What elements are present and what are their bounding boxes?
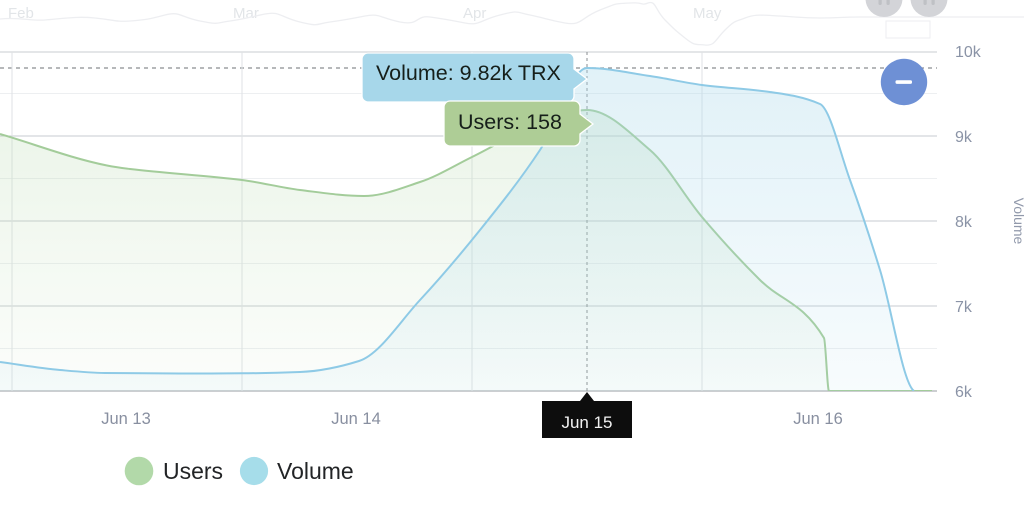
svg-text:Volume: Volume bbox=[277, 458, 354, 484]
svg-text:6k: 6k bbox=[955, 384, 973, 401]
svg-text:8k: 8k bbox=[955, 214, 973, 231]
svg-text:Jun 15: Jun 15 bbox=[561, 413, 612, 432]
svg-text:Volume: Volume bbox=[1011, 198, 1024, 245]
svg-text:Volume: 9.82k TRX: Volume: 9.82k TRX bbox=[376, 61, 561, 85]
svg-text:Jun 16: Jun 16 bbox=[793, 410, 843, 428]
svg-text:Jun 13: Jun 13 bbox=[101, 410, 151, 428]
svg-text:Users: 158: Users: 158 bbox=[458, 110, 562, 134]
svg-text:7k: 7k bbox=[955, 299, 973, 316]
svg-text:Users: Users bbox=[163, 458, 223, 484]
svg-text:9k: 9k bbox=[955, 129, 973, 146]
svg-text:Jun 14: Jun 14 bbox=[331, 410, 381, 428]
svg-text:10k: 10k bbox=[955, 44, 982, 61]
